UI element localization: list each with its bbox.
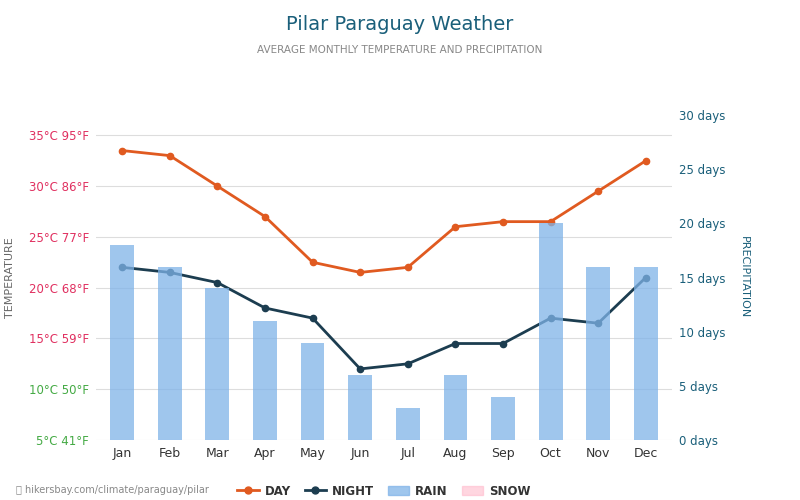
Legend: DAY, NIGHT, RAIN, SNOW: DAY, NIGHT, RAIN, SNOW xyxy=(233,480,535,500)
Bar xyxy=(110,245,134,440)
Bar xyxy=(491,396,515,440)
Bar xyxy=(443,375,467,440)
Bar xyxy=(634,266,658,440)
Bar xyxy=(206,288,230,440)
Text: 📍 hikersbay.com/climate/paraguay/pilar: 📍 hikersbay.com/climate/paraguay/pilar xyxy=(16,485,209,495)
Y-axis label: TEMPERATURE: TEMPERATURE xyxy=(5,237,15,318)
Text: AVERAGE MONTHLY TEMPERATURE AND PRECIPITATION: AVERAGE MONTHLY TEMPERATURE AND PRECIPIT… xyxy=(258,45,542,55)
Bar xyxy=(396,408,420,440)
Bar xyxy=(301,342,325,440)
Bar xyxy=(586,266,610,440)
Bar xyxy=(348,375,372,440)
Bar xyxy=(538,224,562,440)
Y-axis label: PRECIPITATION: PRECIPITATION xyxy=(739,236,750,318)
Text: Pilar Paraguay Weather: Pilar Paraguay Weather xyxy=(286,15,514,34)
Bar xyxy=(253,321,277,440)
Bar xyxy=(158,266,182,440)
